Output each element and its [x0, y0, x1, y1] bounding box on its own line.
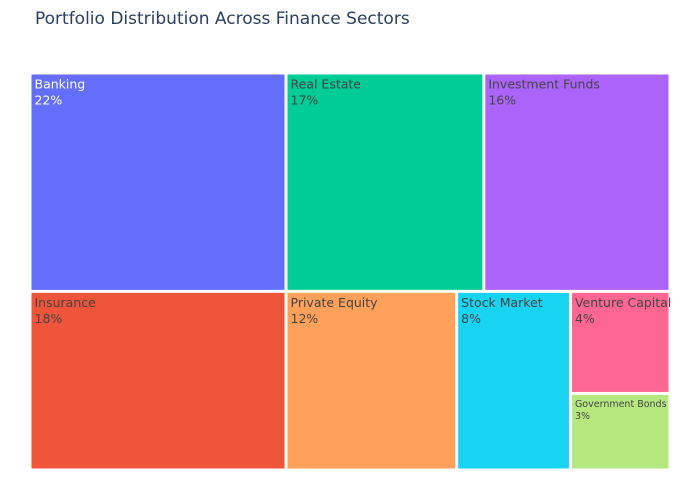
tile-label-investment-funds: Investment Funds	[488, 77, 600, 92]
treemap-rect-stock-market	[458, 292, 569, 469]
treemap-rect-investment-funds	[485, 74, 669, 290]
tile-label-private-equity: Private Equity	[291, 295, 379, 310]
tile-label-stock-market: Stock Market	[461, 295, 543, 310]
tile-value-investment-funds: 16%	[488, 93, 516, 108]
tile-value-real-estate: 17%	[291, 93, 319, 108]
tile-label-banking: Banking	[35, 77, 86, 92]
tile-value-government-bonds: 3%	[575, 411, 590, 422]
tile-label-real-estate: Real Estate	[291, 77, 362, 92]
tile-value-private-equity: 12%	[291, 311, 319, 326]
treemap-rect-banking	[31, 74, 285, 290]
chart-title: Portfolio Distribution Across Finance Se…	[35, 9, 410, 29]
tile-label-insurance: Insurance	[35, 295, 97, 310]
tile-value-stock-market: 8%	[461, 311, 481, 326]
tile-label-venture-capital: Venture Capital	[575, 295, 671, 310]
tile-label-government-bonds: Government Bonds	[575, 399, 667, 410]
tile-value-venture-capital: 4%	[575, 311, 595, 326]
tile-value-banking: 22%	[35, 93, 63, 108]
treemap-rect-insurance	[31, 292, 285, 469]
tile-value-insurance: 18%	[35, 311, 63, 326]
treemap-rect-private-equity	[287, 292, 456, 469]
treemap-rect-government-bonds	[571, 394, 669, 469]
treemap-rect-venture-capital	[571, 292, 669, 392]
treemap-rect-real-estate	[287, 74, 483, 290]
